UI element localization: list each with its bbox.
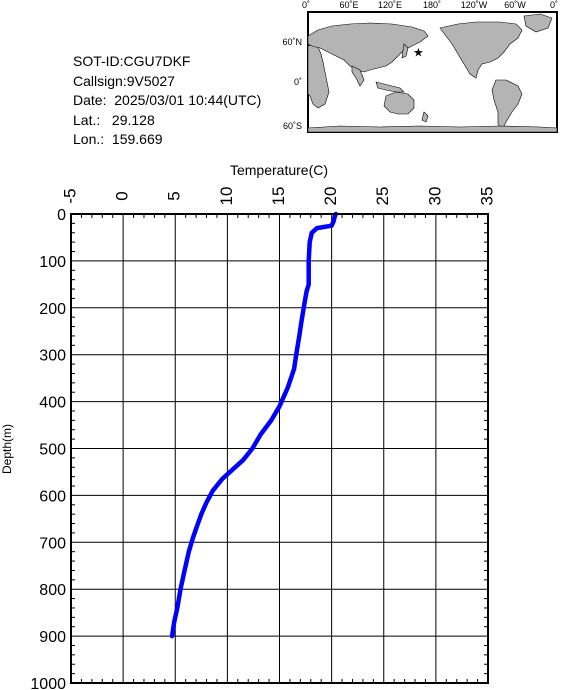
map-lat-label: 0˚ <box>294 77 302 87</box>
plot-frame <box>70 213 489 684</box>
temperature-data-point <box>200 513 203 516</box>
temperature-data-point <box>315 226 319 230</box>
longitude: Lon.: 159.669 <box>73 131 163 147</box>
land-indonesia <box>375 81 405 93</box>
y-tick-label: 800 <box>39 582 66 599</box>
land-australia <box>383 91 415 115</box>
y-tick-label: 0 <box>57 207 66 224</box>
map-lon-label: 120˚E <box>378 0 402 10</box>
temperature-data-point <box>173 620 176 624</box>
map-lat-label: 60˚N <box>282 37 302 47</box>
map-lon-label: 0˚ <box>302 0 310 10</box>
x-tick-label: 15 <box>269 187 288 206</box>
y-tick-label: 400 <box>39 395 66 412</box>
x-tick-label: 5 <box>165 191 184 200</box>
land-greenland <box>523 13 553 33</box>
land-south-america <box>491 79 523 131</box>
temperature-data-point <box>187 550 190 553</box>
temperature-data-point <box>183 569 186 572</box>
temperature-data-point <box>298 334 301 338</box>
location-map: 0˚ 60˚E 120˚E 180˚ 120˚W 60˚W 0˚ 60˚N 0˚… <box>282 0 558 133</box>
x-tick-label: 35 <box>477 187 496 206</box>
map-landmasses <box>307 13 558 133</box>
temperature-series-line <box>169 211 339 639</box>
sot-id: SOT-ID:CGU7DKF <box>73 53 191 69</box>
temperature-data-point <box>259 433 262 436</box>
x-tick-label: -5 <box>60 188 79 203</box>
station-info: SOT-ID:CGU7DKF Callsign:9V5027 Date: 202… <box>73 52 261 150</box>
temperature-data-point <box>221 477 224 481</box>
land-antarctica <box>307 125 558 133</box>
temperature-data-point <box>305 290 308 293</box>
temperature-data-point <box>330 224 333 227</box>
map-lat-labels: 60˚N 0˚ 60˚S <box>282 37 302 131</box>
y-tick-label: 600 <box>39 488 66 505</box>
temperature-data-point <box>270 419 273 422</box>
x-tick-labels: -5 0 5 10 15 20 25 30 35 <box>60 187 496 206</box>
land-japan <box>401 43 409 59</box>
land-india <box>351 65 365 87</box>
map-lon-label: 60˚W <box>504 0 526 10</box>
land-africa-west <box>307 43 330 109</box>
land-eurasia <box>307 22 429 73</box>
land-north-america <box>439 21 523 79</box>
x-tick-label: 0 <box>113 191 132 200</box>
map-lon-label: 60˚E <box>339 0 358 10</box>
temperature-data-point <box>332 219 335 223</box>
x-tick-label: 25 <box>373 187 392 206</box>
y-tick-label: 900 <box>39 629 66 646</box>
y-tick-label: 700 <box>39 535 66 552</box>
temperature-data-point <box>295 353 298 356</box>
temperature-data-point <box>278 405 281 408</box>
y-tick-label: 500 <box>39 442 66 459</box>
temperature-data-point <box>205 501 208 504</box>
temperature-data-point <box>251 447 254 450</box>
temperature-data-point <box>300 320 303 324</box>
map-lon-label: 120˚W <box>461 0 488 10</box>
x-tick-label: 30 <box>425 187 444 206</box>
map-lon-label: 0˚ <box>550 0 558 10</box>
temperature-data-point <box>191 536 195 539</box>
temperature-data-point <box>286 386 289 389</box>
location-marker-icon: ★ <box>413 46 424 60</box>
chart-series <box>169 211 339 639</box>
land-new-zealand <box>421 111 429 123</box>
temperature-data-point <box>333 215 336 218</box>
latitude: Lat.: 29.128 <box>73 111 155 128</box>
temperature-data-point <box>292 367 296 370</box>
temperature-data-point <box>307 259 310 263</box>
y-tick-label: 200 <box>39 301 66 318</box>
temperature-data-point <box>211 489 214 492</box>
x-tick-label: 20 <box>321 187 340 206</box>
observation-date: Date: 2025/03/01 10:44(UTC) <box>73 92 262 108</box>
callsign: Callsign:9V5027 <box>73 72 175 89</box>
y-tick-label: 100 <box>39 254 66 271</box>
temperature-data-point <box>241 459 245 462</box>
temperature-data-point <box>231 468 234 471</box>
temperature-data-point <box>310 231 313 234</box>
y-tick-label: 1000 <box>30 676 66 690</box>
temperature-data-point <box>307 283 310 286</box>
temperature-data-point <box>179 588 182 591</box>
x-tick-label: 10 <box>217 187 236 206</box>
map-lon-label: 180˚ <box>423 0 441 10</box>
temperature-data-point <box>176 606 179 610</box>
temperature-data-point <box>195 524 199 528</box>
map-lon-labels: 0˚ 60˚E 120˚E 180˚ 120˚W 60˚W 0˚ <box>302 0 558 10</box>
temperature-data-point <box>170 634 174 638</box>
x-axis-title: Temperature(C) <box>230 162 328 178</box>
chart-grid <box>70 213 489 684</box>
temperature-data-point <box>303 301 306 305</box>
temperature-profile-chart: Temperature(C) Depth(m) -5 0 5 10 15 20 25 30 35… <box>0 162 496 690</box>
map-lat-label: 60˚S <box>283 121 302 131</box>
temperature-data-point <box>308 240 311 244</box>
y-axis-title: Depth(m) <box>0 424 14 474</box>
y-tick-labels: 0 100 200 300 400 500 600 700 800 900 1000 <box>30 207 66 690</box>
y-tick-label: 300 <box>39 348 66 365</box>
